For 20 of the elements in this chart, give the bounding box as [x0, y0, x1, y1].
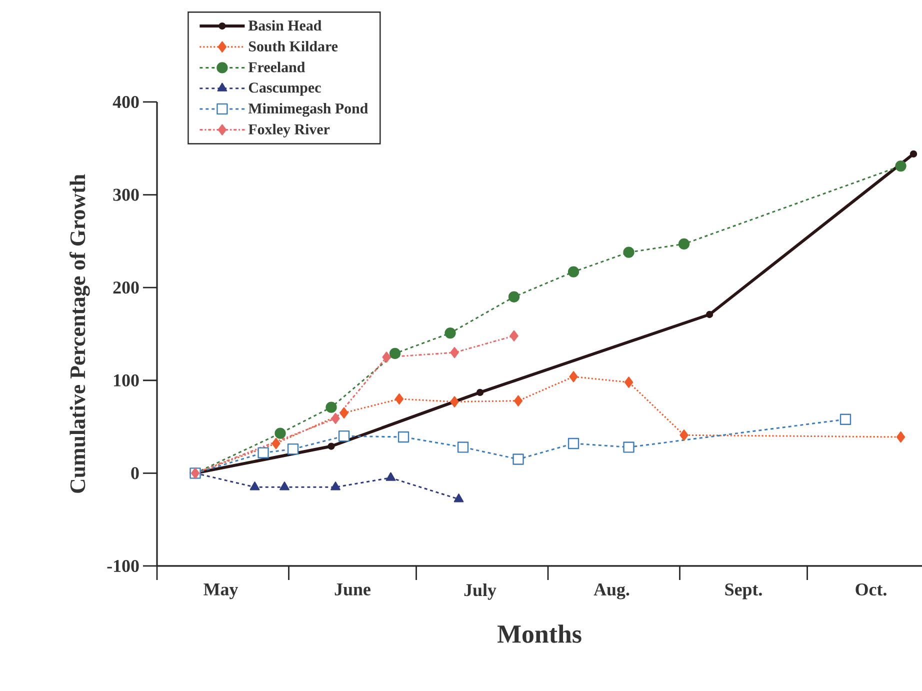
y-tick-label: -100 — [107, 560, 139, 572]
y-tick-label: 100 — [114, 374, 139, 386]
x-tick-label: May — [204, 583, 238, 600]
y-tick-label: 400 — [112, 96, 139, 108]
legend-label: Mimimegash Pond — [248, 103, 368, 117]
x-tick-label: Aug. — [594, 584, 630, 600]
y-tick-label: 200 — [113, 282, 139, 294]
x-tick-label: July — [464, 583, 496, 600]
x-tick-label: Sept. — [725, 584, 762, 600]
legend-label: Foxley River — [248, 124, 330, 138]
legend-label: Freeland — [248, 62, 306, 72]
x-axis-title: Months — [497, 624, 582, 643]
legend-label: Cascumpec — [248, 82, 321, 96]
y-axis-title: Cumulative Percentage of Growth — [70, 174, 90, 493]
legend-label: South Kildare — [248, 40, 338, 52]
y-tick-label: 300 — [113, 188, 139, 201]
x-tick-label: June — [334, 583, 370, 596]
legend-label: Basin Head — [248, 20, 322, 31]
y-tick-label: 0 — [131, 467, 139, 480]
x-tick-label: Oct. — [856, 584, 886, 596]
